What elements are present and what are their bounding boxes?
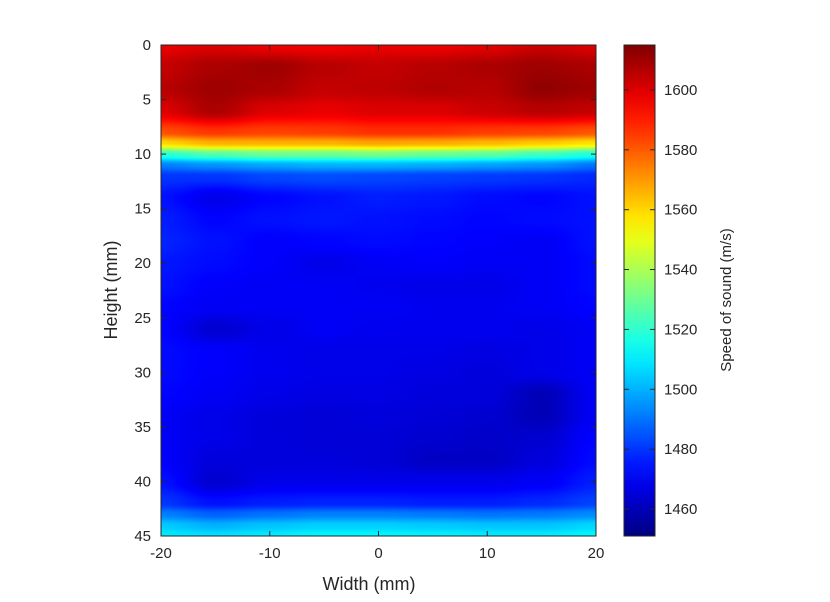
y-tick-label: 0 [143, 37, 151, 54]
x-tick-label: 20 [588, 545, 605, 562]
x-axis-label: Width (mm) [323, 574, 416, 594]
colorbar-label: Speed of sound (m/s) [718, 228, 735, 371]
y-tick-label: 20 [134, 255, 151, 272]
colorbar-tick-label: 1480 [664, 441, 697, 458]
heatmap-area [160, 44, 597, 537]
x-tick-label: 0 [374, 545, 382, 562]
colorbar-tick-label: 1600 [664, 82, 697, 99]
y-tick-label: 45 [134, 528, 151, 545]
y-tick-label: 35 [134, 419, 151, 436]
x-tick-label: -10 [259, 545, 281, 562]
colorbar-tick-label: 1580 [664, 142, 697, 159]
heatmap-image [161, 45, 596, 536]
y-tick-label: 25 [134, 310, 151, 327]
colorbar: 1460 1480 1500 1520 1540 1560 1580 1600 Speed o… [623, 44, 735, 537]
colorbar-tick-label: 1540 [664, 262, 697, 279]
x-tick-label: 10 [479, 545, 496, 562]
y-tick-label: 5 [143, 92, 151, 109]
y-axis-ticks: 0 5 10 15 20 25 30 35 40 45 [134, 37, 596, 545]
y-tick-label: 15 [134, 201, 151, 218]
colorbar-tick-label: 1460 [664, 501, 697, 518]
y-tick-label: 30 [134, 364, 151, 381]
y-tick-label: 40 [134, 473, 151, 490]
y-axis-label: Height (mm) [101, 240, 121, 339]
x-axis-ticks: -20 -10 0 10 20 [150, 45, 604, 562]
colorbar-ticks: 1460 1480 1500 1520 1540 1560 1580 1600 [624, 82, 697, 518]
x-tick-label: -20 [150, 545, 172, 562]
y-tick-label: 10 [134, 146, 151, 163]
colorbar-gradient [623, 44, 656, 537]
colorbar-tick-label: 1520 [664, 321, 697, 338]
colorbar-tick-label: 1560 [664, 202, 697, 219]
colorbar-tick-label: 1500 [664, 381, 697, 398]
